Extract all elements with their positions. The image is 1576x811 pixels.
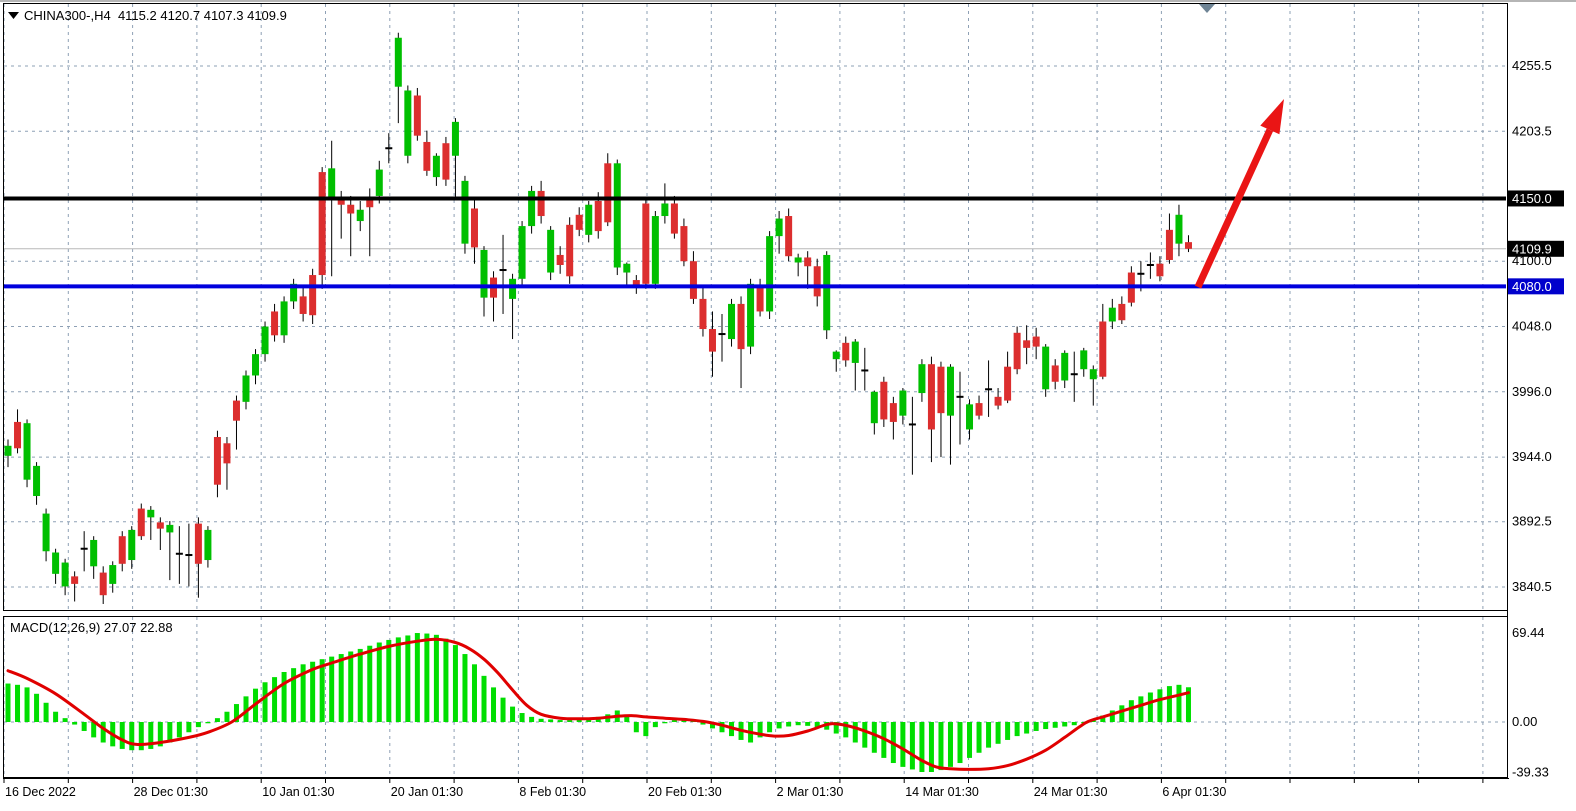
- symbol-dropdown-icon[interactable]: [7, 11, 20, 21]
- time-axis-label: 16 Dec 2022: [5, 785, 76, 799]
- price-badge-4150.0: 4150.0: [1508, 190, 1564, 207]
- time-axis-label: 24 Mar 01:30: [1034, 785, 1108, 799]
- price-axis-label: 3944.0: [1512, 449, 1552, 464]
- macd-axis-label: 0.00: [1512, 714, 1537, 729]
- time-axis-label: 28 Dec 01:30: [134, 785, 208, 799]
- svg-text:4150.0: 4150.0: [1512, 191, 1552, 206]
- svg-text:4109.9: 4109.9: [1512, 241, 1552, 256]
- symbol-timeframe-label: CHINA300-,H4: [24, 8, 111, 23]
- price-level-lines[interactable]: [4, 196, 1506, 289]
- price-axis-label: 4255.5: [1512, 58, 1552, 73]
- price-axis-label: 3840.5: [1512, 579, 1552, 594]
- price-axis-label: 4203.5: [1512, 123, 1552, 138]
- chart-title: CHINA300-,H4 4115.2 4120.7 4107.3 4109.9: [8, 8, 287, 23]
- panel-divider[interactable]: [3, 611, 1508, 615]
- macd-axis-label: 69.44: [1512, 625, 1545, 640]
- macd-axis-label: -39.33: [1512, 764, 1549, 779]
- candlestick-series: [4, 32, 1192, 604]
- price-axis-label: 3892.5: [1512, 514, 1552, 529]
- price-axis[interactable]: 4255.5 4203.5 4100.0 4048.0 3996.0 3944.0 3892…: [1507, 3, 1565, 779]
- macd-signal-line: [6, 637, 1190, 771]
- ohlc-numbers: 4115.2 4120.7 4107.3 4109.9: [117, 8, 287, 23]
- time-axis-label: 2 Mar 01:30: [777, 785, 844, 799]
- svg-text:4080.0: 4080.0: [1512, 279, 1552, 294]
- price-axis-label: 3996.0: [1512, 384, 1552, 399]
- macd-indicator-label: MACD(12,26,9) 27.07 22.88: [10, 620, 173, 635]
- price-axis-label: 4048.0: [1512, 319, 1552, 334]
- scroll-end-marker-icon[interactable]: [1199, 4, 1215, 13]
- time-axis[interactable]: 16 Dec 2022 28 Dec 01:30 10 Jan 01:30 20 Ja…: [3, 778, 1509, 800]
- price-axis-label: 4100.0: [1512, 253, 1552, 268]
- window-top-edge: [0, 0, 1576, 2]
- price-badge-4109.9: 4109.9: [1508, 240, 1564, 257]
- time-axis-label: 20 Feb 01:30: [648, 785, 722, 799]
- time-axis-label: 10 Jan 01:30: [262, 785, 334, 799]
- time-axis-label: 8 Feb 01:30: [519, 785, 586, 799]
- price-badge-4080.0: 4080.0: [1508, 278, 1564, 295]
- time-axis-label: 6 Apr 01:30: [1162, 785, 1226, 799]
- time-axis-label: 20 Jan 01:30: [391, 785, 463, 799]
- time-axis-label: 14 Mar 01:30: [905, 785, 979, 799]
- trend-arrow[interactable]: [1194, 99, 1284, 289]
- ohlc-values: [111, 8, 118, 23]
